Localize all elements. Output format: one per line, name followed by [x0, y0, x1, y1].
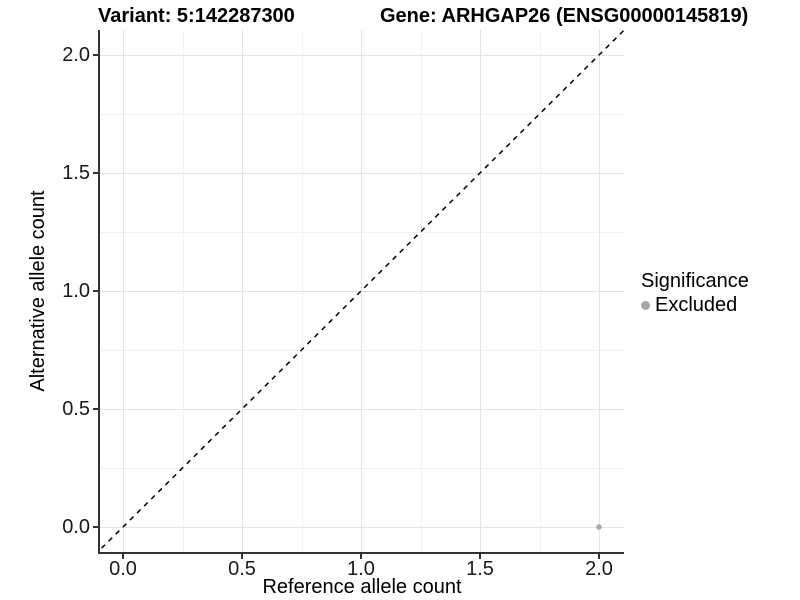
x-tick-mark [598, 554, 600, 559]
x-tick-mark [479, 554, 481, 559]
legend-entry-label: Excluded [655, 294, 738, 316]
gridline [100, 55, 624, 56]
x-tick-label: 1.0 [347, 558, 375, 580]
x-tick-mark [122, 554, 124, 559]
y-tick-label: 1.5 [62, 162, 90, 184]
y-tick-mark [93, 526, 98, 528]
plot-panel [98, 30, 624, 554]
gridlines-layer [100, 30, 624, 552]
legend-entry-excluded: Excluded [641, 293, 749, 317]
identity-dashed-line [100, 30, 624, 551]
legend-title: Significance [641, 270, 749, 292]
y-tick-mark [93, 54, 98, 56]
x-tick-mark [241, 554, 243, 559]
gridline [100, 527, 624, 528]
gridline [100, 232, 624, 233]
y-axis-title: Alternative allele count [27, 190, 49, 392]
x-tick-mark [360, 554, 362, 559]
y-tick-mark [93, 408, 98, 410]
plot-canvas [100, 30, 624, 551]
gridline [100, 350, 624, 351]
x-tick-label: 1.5 [466, 558, 494, 580]
gridline [100, 468, 624, 469]
gridline [100, 291, 624, 292]
y-tick-label: 0.0 [62, 516, 90, 538]
y-tick-label: 0.5 [62, 398, 90, 420]
x-axis-title: Reference allele count [262, 576, 462, 598]
y-tick-label: 1.0 [62, 280, 90, 302]
y-tick-label: 2.0 [62, 44, 90, 66]
x-tick-label: 0.5 [228, 558, 256, 580]
x-tick-label: 2.0 [585, 558, 613, 580]
data-point-excluded [596, 524, 602, 530]
gridline [100, 114, 624, 115]
plot-title-gene: Gene: ARHGAP26 (ENSG00000145819) [380, 5, 749, 27]
legend: Significance Excluded [641, 269, 749, 317]
gridline [100, 173, 624, 174]
plot-title-variant: Variant: 5:142287300 [98, 5, 295, 27]
legend-point-icon [641, 300, 650, 310]
y-tick-mark [93, 290, 98, 292]
x-tick-label: 0.0 [109, 558, 137, 580]
y-tick-mark [93, 172, 98, 174]
gridline [100, 409, 624, 410]
